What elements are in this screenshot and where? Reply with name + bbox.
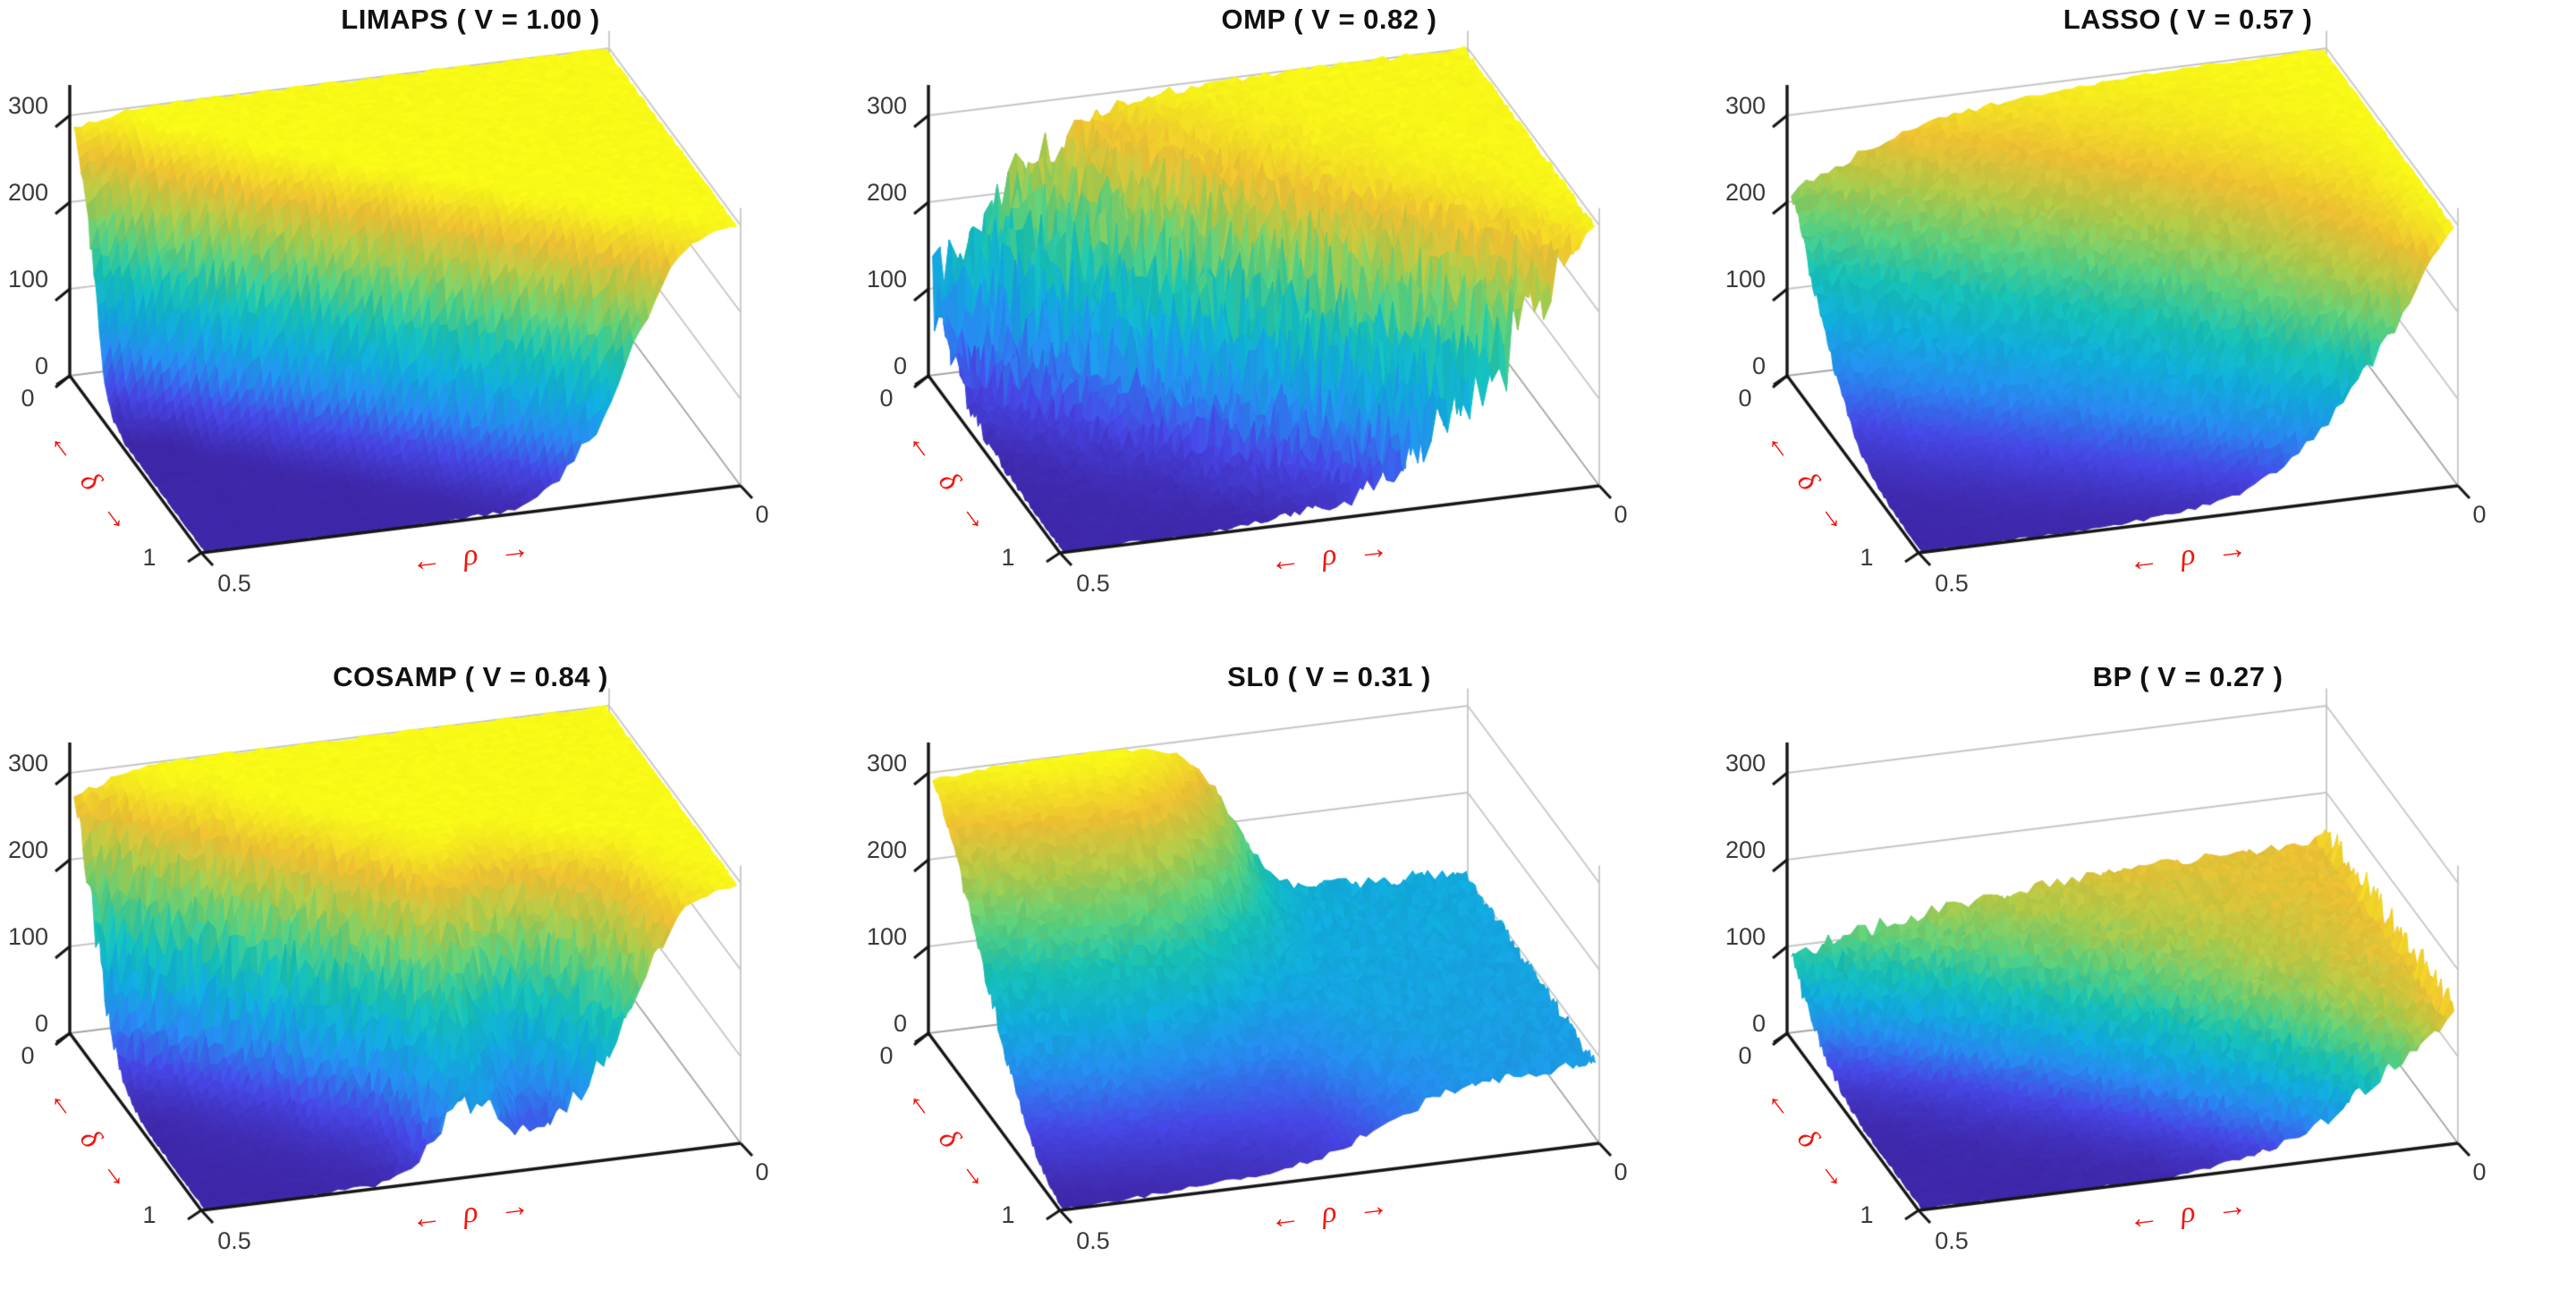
rho-tick-label-05: 0.5 [1935,570,1969,597]
subplot-omp: OMP ( V = 0.82 ) 300 200 100 0 0 1 0.5 0… [859,0,1717,658]
plot-title: BP ( V = 0.27 ) [2092,661,2284,692]
delta-tick-label-1: 1 [142,544,157,571]
plot-title: SL0 ( V = 0.31 ) [1227,661,1431,692]
z-tick-label-300: 300 [1724,750,1766,776]
z-tick-label-100: 100 [866,923,907,950]
z-tick-label-300: 300 [866,92,907,119]
z-tick-label-0: 0 [893,352,907,379]
z-tick-label-200: 200 [866,179,907,206]
rho-tick-label-0: 0 [2472,1158,2487,1185]
delta-tick-label-0: 0 [879,385,894,411]
subplot-bp: BP ( V = 0.27 ) 300 200 100 0 0 1 0.5 0 … [1717,658,2576,1315]
rho-tick-label-05: 0.5 [217,570,251,597]
z-tick-label-200: 200 [7,836,48,863]
z-tick-label-0: 0 [1751,352,1766,379]
z-tick-label-100: 100 [7,923,48,950]
z-tick-label-300: 300 [7,92,48,119]
z-tick-label-0: 0 [1751,1010,1766,1037]
surface-plot-sl0 [859,658,1717,1315]
surface-plot-bp [1717,658,2576,1315]
z-tick-label-0: 0 [34,352,48,379]
surface-plot-omp [859,0,1717,658]
rho-tick-label-0: 0 [755,501,769,528]
z-tick-label-100: 100 [1724,923,1766,950]
subplot-sl0: SL0 ( V = 0.31 ) 300 200 100 0 0 1 0.5 0… [859,658,1717,1315]
delta-tick-label-0: 0 [1738,385,1752,411]
delta-tick-label-0: 0 [21,1042,35,1069]
z-tick-label-200: 200 [866,836,907,863]
subplot-cosamp: COSAMP ( V = 0.84 ) 300 200 100 0 0 1 0.… [0,658,859,1315]
z-tick-label-300: 300 [7,750,48,776]
delta-tick-label-0: 0 [879,1042,894,1069]
delta-tick-label-1: 1 [1001,544,1015,571]
z-tick-label-100: 100 [1724,266,1766,293]
z-tick-label-300: 300 [866,750,907,776]
rho-tick-label-0: 0 [2472,501,2487,528]
z-tick-label-200: 200 [1724,836,1766,863]
subplot-lasso: LASSO ( V = 0.57 ) 300 200 100 0 0 1 0.5… [1717,0,2576,658]
z-tick-label-200: 200 [1724,179,1766,206]
surface-plot-lasso [1717,0,2576,658]
plot-title: LASSO ( V = 0.57 ) [2063,4,2313,35]
delta-tick-label-0: 0 [21,385,35,411]
rho-tick-label-05: 0.5 [217,1227,251,1254]
rho-tick-label-05: 0.5 [1935,1227,1969,1254]
delta-tick-label-1: 1 [142,1201,157,1228]
delta-tick-label-1: 1 [1860,544,1874,571]
z-tick-label-100: 100 [866,266,907,293]
z-tick-label-300: 300 [1724,92,1766,119]
rho-tick-label-0: 0 [755,1158,769,1185]
rho-tick-label-05: 0.5 [1076,1227,1110,1254]
rho-tick-label-05: 0.5 [1076,570,1110,597]
z-tick-label-100: 100 [7,266,48,293]
z-tick-label-0: 0 [34,1010,48,1037]
surface-plot-limaps [0,0,859,658]
plot-title: OMP ( V = 0.82 ) [1221,4,1437,35]
plot-title: LIMAPS ( V = 1.00 ) [341,4,600,35]
rho-tick-label-0: 0 [1614,501,1628,528]
rho-tick-label-0: 0 [1614,1158,1628,1185]
plot-title: COSAMP ( V = 0.84 ) [333,661,608,692]
delta-tick-label-1: 1 [1860,1201,1874,1228]
surface-plot-cosamp [0,658,859,1315]
z-tick-label-200: 200 [7,179,48,206]
delta-tick-label-1: 1 [1001,1201,1015,1228]
subplot-limaps: LIMAPS ( V = 1.00 ) 300 200 100 0 0 1 0.… [0,0,859,658]
z-tick-label-0: 0 [893,1010,907,1037]
delta-tick-label-0: 0 [1738,1042,1752,1069]
